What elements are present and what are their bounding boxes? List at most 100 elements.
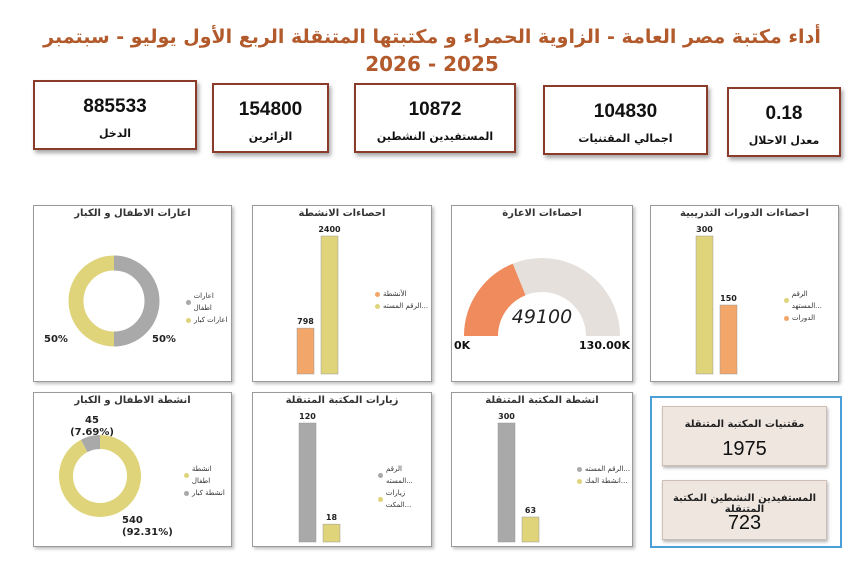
kpi-income-label: الدخل	[98, 127, 131, 140]
chart-legend: الأنشطة الرقم المسته...	[375, 288, 428, 312]
legend-label: الرقم المسته...	[385, 465, 413, 485]
kpi-active-beneficiaries: 10872 المستفيدين النشطين	[354, 83, 516, 153]
mobile-library-cards: مقتنيات المكتبة المتنقلة 1975 المستفيدين…	[650, 396, 842, 548]
card-mobile-active-beneficiaries: المستفيدين النشطين المكتبة المتنقلة 723	[662, 480, 827, 540]
legend-item: انشطة المك...	[577, 475, 630, 487]
legend-label: الأنشطة	[383, 290, 407, 298]
bar	[298, 422, 317, 543]
chart-mobile-activities: انشطة المكتبة المتنقلة 300 63 الرقم المست…	[451, 392, 633, 547]
kpi-replacement-rate-value: 0.18	[765, 103, 803, 124]
chart-title: انشطة الاطفال و الكبار	[74, 395, 191, 406]
legend-swatch	[378, 496, 383, 502]
chart-kids-adults-activities: انشطة الاطفال و الكبار 540 (92.31%) 45 (7.6…	[33, 392, 232, 547]
bar-chart: 798 2400	[296, 225, 341, 375]
chart-activities-stats: احصاءات الانشطة 798 2400 الأنشطة الرقم ال…	[252, 205, 432, 382]
data-label: 18	[326, 513, 338, 522]
legend-swatch	[186, 317, 191, 323]
bar	[521, 516, 540, 543]
kpi-active-beneficiaries-value: 10872	[408, 99, 462, 120]
legend-item: الأنشطة	[375, 288, 428, 300]
donut-slice	[113, 255, 160, 347]
dashboard-period: 2026 - 2025	[365, 52, 499, 76]
data-label: 150	[720, 294, 737, 303]
legend-label: الرقم المسته...	[383, 302, 429, 310]
kpi-visitors-value: 154800	[238, 99, 303, 120]
bar	[497, 422, 516, 543]
bar-chart: 300 63	[497, 412, 540, 543]
legend-item: الرقم المستهد...	[784, 288, 838, 312]
kpi-total-holdings-label: اجمالي المقتنيات	[578, 132, 673, 145]
legend-swatch	[375, 291, 380, 297]
donut-slice	[68, 255, 115, 347]
chart-mobile-visits: زيارات المكتبة المتنقلة 120 18 الرقم المس…	[252, 392, 432, 547]
bar-chart: 120 18	[298, 412, 341, 543]
kpi-total-holdings-value: 104830	[593, 101, 658, 122]
legend-swatch	[378, 472, 383, 478]
legend-item: اعارات اطفال	[186, 290, 231, 314]
chart-title: احصاءات الانشطة	[298, 208, 386, 219]
chart-legend: الرقم المسته... انشطة المك...	[577, 463, 630, 487]
legend-swatch	[186, 299, 191, 305]
chart-title: زيارات المكتبة المتنقلة	[285, 395, 399, 406]
bar	[719, 304, 738, 375]
card-label: المستفيدين النشطين المكتبة المتنقلة	[672, 493, 817, 515]
kpi-income-value: 885533	[83, 96, 147, 117]
data-label: 2400	[318, 225, 341, 234]
chart-kids-adults-loans: اعارات الاطفال و الكبار 50% 50% اعارات اط…	[33, 205, 232, 382]
data-label: 45	[85, 415, 99, 426]
legend-swatch	[184, 472, 189, 478]
kpi-visitors: 154800 الزائرين	[212, 83, 329, 153]
data-label: 120	[299, 412, 316, 421]
bar	[320, 235, 339, 375]
data-label: 50%	[152, 334, 176, 345]
chart-legend: انشطة اطفال انشطة كبار	[184, 463, 231, 499]
bar-chart: 300 150	[695, 225, 738, 375]
legend-swatch	[784, 297, 789, 303]
chart-title: احصاءات الدورات التدريبية	[680, 208, 809, 219]
data-label: 540	[122, 515, 143, 526]
legend-item: انشطة اطفال	[184, 463, 231, 487]
donut-chart: 540(92.31%) 45(7.69%)	[59, 415, 173, 538]
legend-label: اعارات اطفال	[193, 292, 214, 312]
legend-item: اعارات كبار	[186, 314, 231, 326]
chart-title: انشطة المكتبة المتنقلة	[485, 395, 599, 406]
legend-label: الدورات	[792, 314, 816, 322]
donut-slice	[59, 435, 141, 517]
data-label: (7.69%)	[70, 427, 114, 438]
gauge-value: 49100	[512, 306, 572, 328]
legend-label: الرقم المسته...	[585, 465, 631, 473]
chart-loan-stats: احصاءات الاعارة 49100 0K 130.00K	[451, 205, 633, 382]
card-value: 723	[727, 512, 762, 534]
gauge-min-label: 0K	[454, 339, 471, 352]
donut-slice	[80, 435, 101, 453]
card-label: مقتنيات المكتبة المتنقلة	[684, 419, 805, 430]
data-label: (92.31%)	[122, 527, 173, 538]
legend-swatch	[577, 466, 582, 472]
legend-swatch	[784, 315, 789, 321]
gauge-max-label: 130.00K	[579, 339, 630, 352]
data-label: 300	[696, 225, 713, 234]
data-label: 50%	[44, 334, 68, 345]
legend-label: اعارات كبار	[194, 316, 228, 324]
legend-swatch	[375, 303, 380, 309]
gauge-fill	[464, 263, 527, 337]
kpi-total-holdings: 104830 اجمالي المقتنيات	[543, 85, 708, 155]
legend-label: انشطة المك...	[585, 477, 628, 485]
legend-item: انشطة كبار	[184, 487, 231, 499]
data-label: 63	[525, 506, 536, 515]
card-mobile-holdings: مقتنيات المكتبة المتنقلة 1975	[662, 406, 827, 466]
chart-training-stats: احصاءات الدورات التدريبية 300 150 الرقم ا…	[650, 205, 839, 382]
kpi-visitors-label: الزائرين	[248, 130, 293, 143]
bar	[322, 523, 341, 543]
legend-label: انشطة كبار	[192, 489, 225, 497]
legend-item: الدورات	[784, 312, 838, 324]
kpi-active-beneficiaries-label: المستفيدين النشطين	[376, 130, 494, 143]
legend-item: الرقم المسته...	[375, 300, 428, 312]
donut-chart: 50% 50%	[44, 255, 176, 347]
legend-item: الرقم المسته...	[577, 463, 630, 475]
legend-swatch	[184, 490, 189, 496]
chart-legend: الرقم المسته... زيارات المكت...	[378, 463, 431, 511]
legend-swatch	[577, 478, 582, 484]
gauge-chart: 49100 0K 130.00K	[454, 258, 630, 352]
bar	[695, 235, 714, 375]
